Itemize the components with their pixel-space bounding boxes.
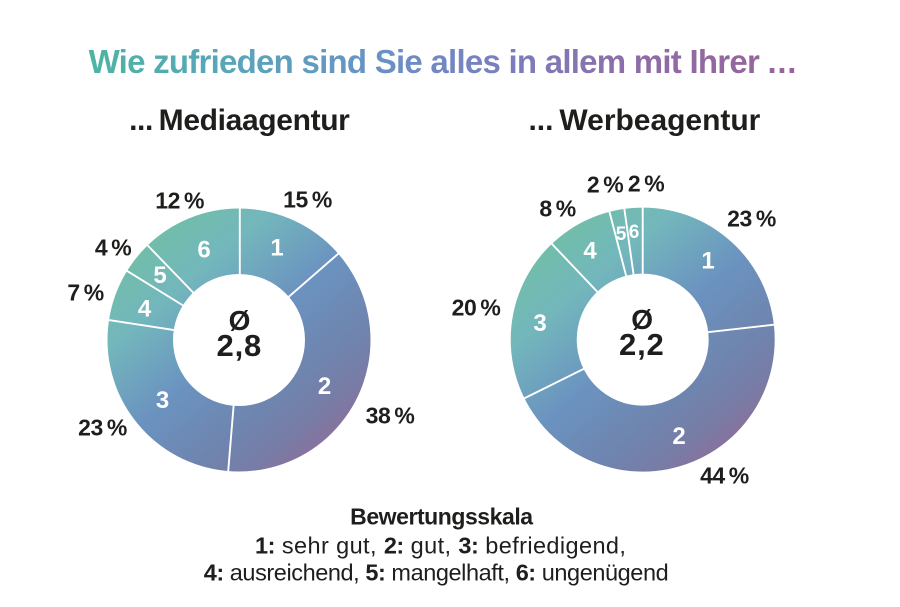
svg-text:5: 5 [153,262,166,289]
svg-text:4: 4 [583,238,597,265]
svg-text:2: 2 [672,423,685,450]
svg-text:5: 5 [616,224,627,245]
svg-text:6: 6 [629,222,640,243]
svg-text:3: 3 [533,310,546,337]
svg-text:2: 2 [318,373,331,400]
svg-text:4: 4 [138,296,152,323]
svg-text:3: 3 [156,387,169,414]
svg-text:1: 1 [701,248,714,275]
svg-text:1: 1 [270,235,283,262]
svg-text:6: 6 [197,237,210,264]
